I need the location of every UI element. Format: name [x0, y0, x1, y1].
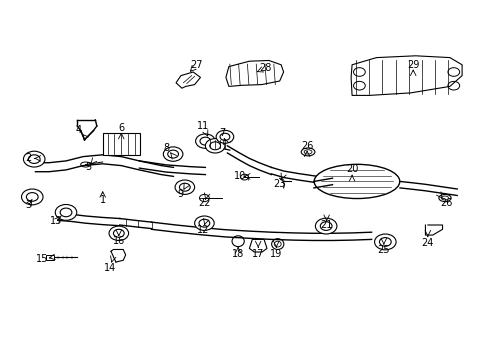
Text: 9: 9 — [178, 189, 183, 199]
Circle shape — [205, 139, 224, 153]
Circle shape — [199, 219, 209, 227]
Text: 20: 20 — [345, 164, 358, 174]
Text: 11: 11 — [196, 121, 209, 131]
Text: 10: 10 — [233, 171, 245, 181]
Circle shape — [194, 216, 214, 230]
Polygon shape — [225, 60, 283, 86]
Text: 12: 12 — [196, 225, 209, 235]
Text: 6: 6 — [118, 123, 124, 133]
Circle shape — [379, 238, 390, 246]
Text: 15: 15 — [36, 254, 49, 264]
Text: 29: 29 — [406, 60, 419, 70]
Text: 14: 14 — [103, 263, 116, 273]
Circle shape — [216, 130, 233, 143]
Text: 17: 17 — [251, 249, 264, 259]
Text: 21: 21 — [320, 220, 332, 230]
Text: 3: 3 — [25, 200, 31, 210]
Circle shape — [60, 208, 72, 217]
Text: 4: 4 — [75, 125, 81, 135]
Circle shape — [26, 193, 38, 201]
Text: 8: 8 — [163, 143, 169, 153]
Circle shape — [167, 150, 178, 158]
Ellipse shape — [314, 164, 399, 198]
Circle shape — [220, 133, 229, 140]
Text: 13: 13 — [50, 216, 62, 226]
Circle shape — [315, 218, 336, 234]
Text: 28: 28 — [258, 63, 271, 73]
Text: 27: 27 — [190, 60, 203, 70]
Text: 7: 7 — [219, 128, 225, 138]
Text: 24: 24 — [421, 238, 433, 248]
FancyBboxPatch shape — [46, 255, 54, 260]
Circle shape — [374, 234, 395, 250]
Circle shape — [55, 204, 77, 220]
Text: 16: 16 — [112, 236, 125, 246]
Circle shape — [109, 226, 128, 240]
Text: 1: 1 — [100, 195, 105, 205]
Polygon shape — [249, 239, 266, 252]
Text: 26: 26 — [439, 198, 451, 208]
Text: 25: 25 — [377, 245, 389, 255]
Text: 2: 2 — [25, 153, 31, 163]
Text: 18: 18 — [231, 249, 244, 259]
Circle shape — [23, 151, 45, 167]
Polygon shape — [350, 56, 461, 95]
Circle shape — [21, 189, 43, 205]
Circle shape — [320, 222, 331, 230]
FancyBboxPatch shape — [102, 133, 140, 155]
Text: 19: 19 — [269, 249, 282, 259]
Polygon shape — [176, 72, 200, 88]
Circle shape — [209, 142, 220, 150]
Circle shape — [179, 183, 190, 191]
Text: 22: 22 — [198, 198, 210, 208]
Circle shape — [200, 137, 210, 145]
Circle shape — [175, 180, 194, 194]
Circle shape — [28, 155, 40, 163]
Text: 23: 23 — [273, 179, 285, 189]
Circle shape — [195, 134, 215, 148]
Text: 26: 26 — [300, 141, 313, 151]
Circle shape — [113, 229, 124, 237]
Text: 5: 5 — [85, 162, 91, 172]
Circle shape — [163, 147, 183, 161]
